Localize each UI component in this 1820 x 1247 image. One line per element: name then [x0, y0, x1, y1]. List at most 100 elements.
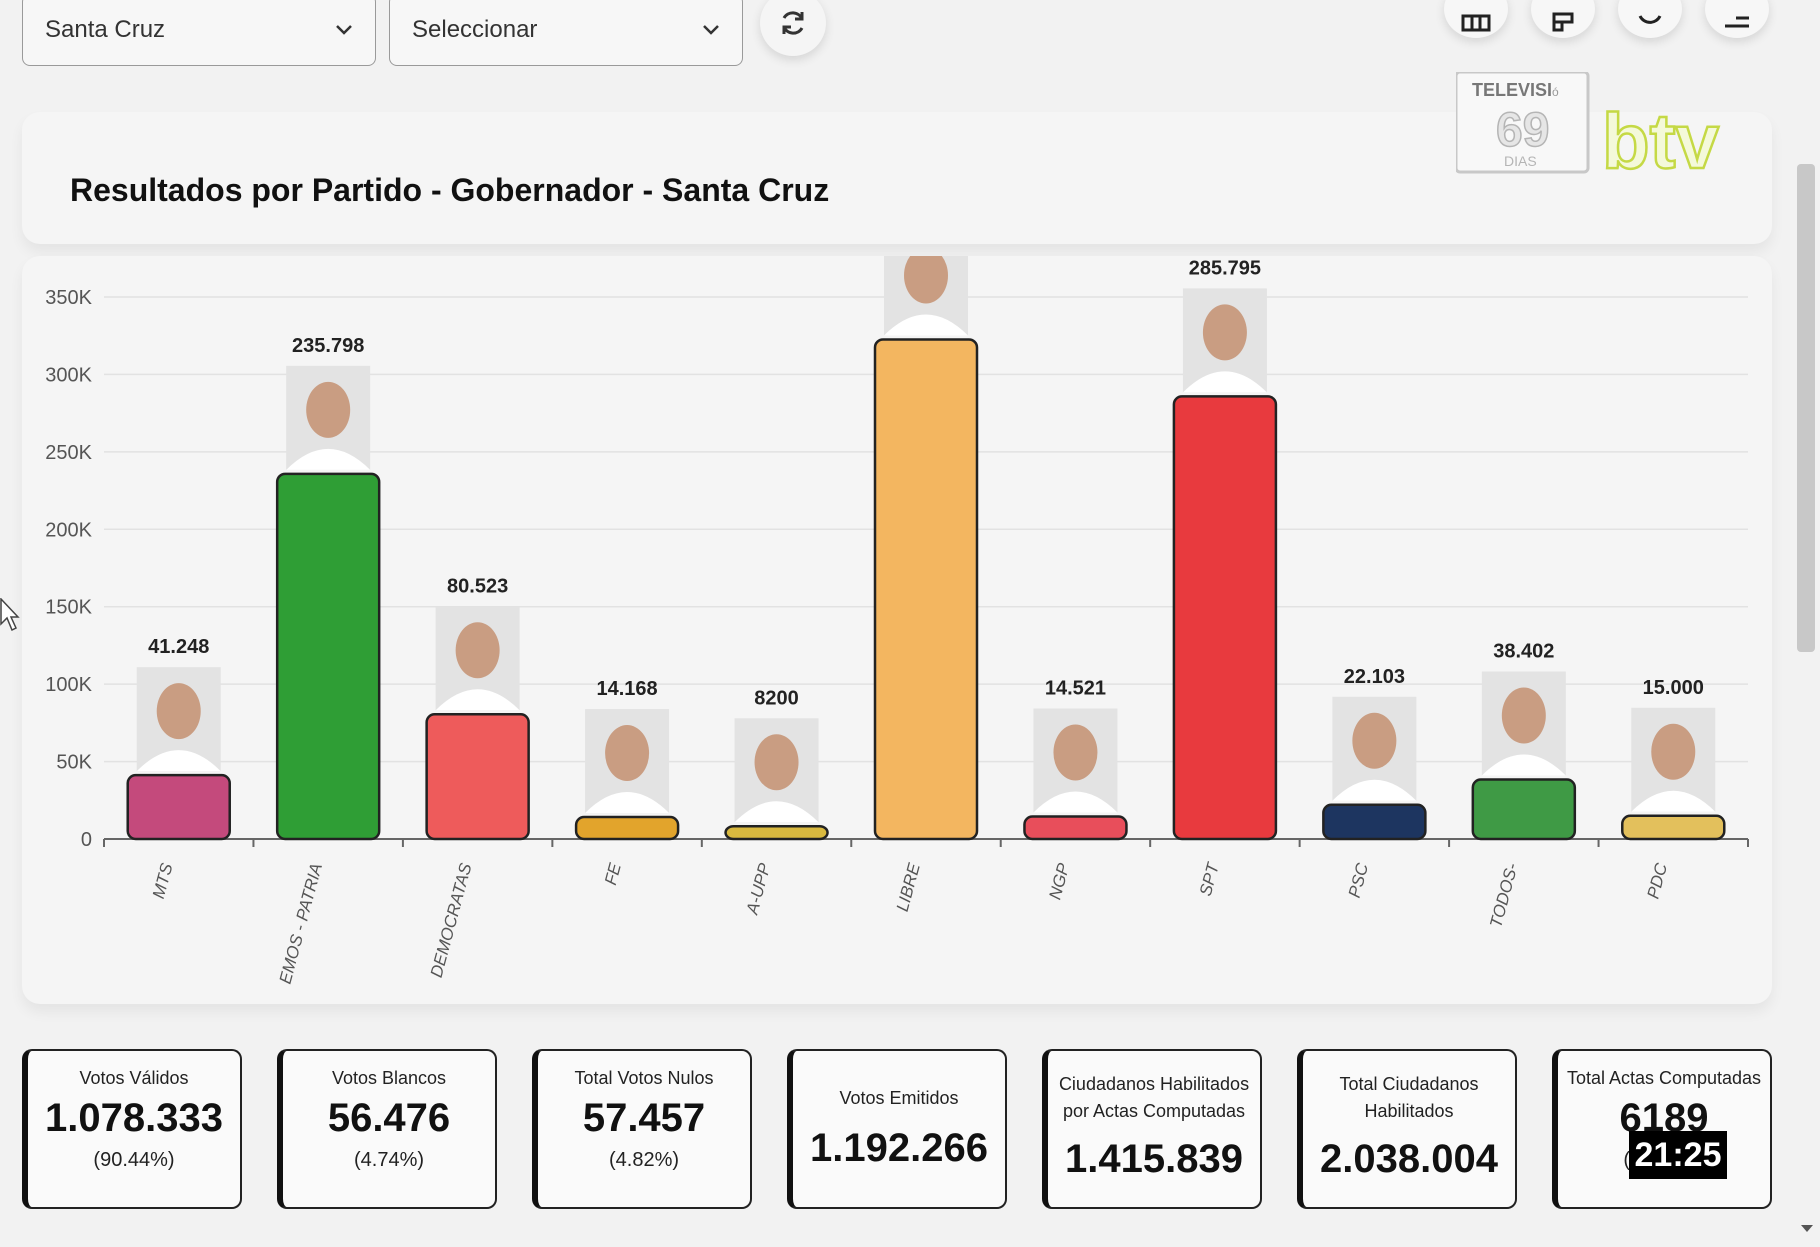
stat-label: Total Votos Nulos — [574, 1068, 714, 1088]
stat-total-habilitados: Total Ciudadanos Habilitados 2.038.004 — [1297, 1049, 1517, 1209]
menu-button[interactable] — [1705, 0, 1769, 38]
stat-label: Votos Emitidos — [839, 1088, 959, 1108]
layout-button[interactable] — [1531, 0, 1595, 38]
bar-value-label: 80.523 — [447, 575, 508, 597]
y-tick-label: 100K — [45, 674, 92, 696]
candidate-photo-face — [306, 381, 351, 438]
y-tick-label: 250K — [45, 442, 92, 464]
logo-text-televisi: TELEVISI — [1472, 80, 1552, 100]
bar-value-label: 8200 — [754, 687, 799, 709]
stat-value: 56.476 — [327, 1096, 451, 1140]
mouse-cursor-icon — [0, 598, 20, 632]
candidate-photo-body — [884, 314, 968, 336]
candidate-photo-face — [1501, 687, 1546, 744]
stat-value: 1.415.839 — [1065, 1137, 1243, 1181]
candidate-photo-face — [1352, 712, 1397, 769]
chart-card: 0 50K 100K 150K 200K 250K 300K 350K 41.248 MTS 235… — [22, 256, 1772, 1004]
x-tick-label: SPT — [1196, 860, 1223, 898]
stat-votos-validos: Votos Válidos 1.078.333 (90.44%) — [22, 1049, 242, 1209]
candidate-photo-face — [605, 725, 650, 782]
logo-text-o: ó — [1552, 85, 1559, 99]
scroll-down-icon[interactable] — [1800, 1224, 1814, 1234]
history-button[interactable] — [1618, 0, 1682, 38]
x-tick-label: DEMOCRATAS — [427, 860, 476, 979]
bar — [1471, 778, 1577, 841]
layout-icon — [1552, 12, 1574, 32]
candidate-photo-body — [1332, 779, 1417, 801]
bar — [1322, 803, 1427, 841]
candidate-photo-face — [1651, 723, 1696, 780]
candidate-photo-body — [435, 689, 520, 711]
bar-value-label: 15.000 — [1643, 677, 1704, 699]
stat-percent: (90.44%) — [93, 1149, 175, 1171]
stat-percent: (4.82%) — [608, 1149, 680, 1171]
y-tick-label: 300K — [45, 364, 92, 386]
refresh-button[interactable] — [760, 0, 826, 56]
bar — [574, 815, 680, 841]
bar-chart: 0 50K 100K 150K 200K 250K 300K 350K 41.248 MTS 235… — [45, 256, 1749, 986]
page-scrollbar[interactable] — [1797, 164, 1815, 652]
candidate-photo-body — [1631, 790, 1716, 812]
channel-logo: TELEVISI ó 69 DIAS btv — [1456, 72, 1721, 180]
chart-title: Resultados por Partido - Gobernador - Sa… — [70, 172, 830, 208]
candidate-photo-face — [904, 256, 948, 304]
minus-icon — [1725, 16, 1749, 28]
candidate-photo-body — [585, 792, 670, 814]
x-tick-label: MTS — [149, 860, 177, 900]
bar — [126, 773, 231, 841]
x-tick-label: TODOS- — [1486, 861, 1521, 930]
y-tick-label: 350K — [45, 287, 92, 309]
stat-votos-blancos: Votos Blancos 56.476 (4.74%) — [277, 1049, 497, 1209]
logo-text-btv: btv — [1602, 97, 1720, 180]
stat-label: Votos Válidos — [79, 1068, 189, 1088]
table-icon — [1461, 14, 1491, 32]
y-tick-label: 150K — [45, 597, 92, 619]
x-tick-label: EMOS - PATRIA — [276, 861, 326, 986]
chevron-down-icon — [336, 25, 352, 35]
stat-habilitados-actas: Ciudadanos Habilitados por Actas Computa… — [1042, 1049, 1262, 1209]
bar-value-label: 285.795 — [1189, 257, 1261, 279]
candidate-photo-face — [455, 622, 500, 679]
broadcast-clock: 21:25 — [1629, 1131, 1727, 1179]
bar-value-label: 41.248 — [148, 636, 209, 658]
x-tick-label: NGP — [1045, 860, 1073, 901]
candidate-photo-body — [1182, 371, 1267, 393]
stat-actas-computadas: Total Actas Computadas 6189 (85.00%) — [1552, 1049, 1772, 1209]
bar-value-label: 38.402 — [1493, 641, 1554, 663]
stat-value: 2.038.004 — [1320, 1137, 1498, 1181]
candidate-photo-face — [1202, 304, 1247, 361]
y-tick-label: 0 — [81, 829, 92, 851]
stat-value: 1.078.333 — [45, 1096, 223, 1140]
stat-label: Total Ciudadanos Habilitados — [1339, 1074, 1479, 1121]
bar — [873, 338, 979, 841]
y-tick-label: 200K — [45, 519, 92, 541]
candidate-photo-body — [1481, 754, 1566, 776]
x-tick-label: PSC — [1345, 860, 1373, 899]
bar — [1621, 814, 1726, 841]
stat-value: 1.192.266 — [810, 1126, 988, 1170]
bar-value-label: 22.103 — [1344, 666, 1405, 688]
candidate-photo-body — [734, 801, 819, 823]
table-view-button[interactable] — [1444, 0, 1508, 38]
candidate-photo-body — [286, 448, 371, 470]
x-tick-label: A-UPP — [742, 860, 774, 917]
bar — [724, 825, 829, 841]
bar-value-label: 14.168 — [597, 678, 658, 700]
logo-text-dias: DIAS — [1504, 153, 1537, 169]
candidate-photo-face — [1053, 724, 1098, 781]
stat-label: Ciudadanos Habilitados por Actas Computa… — [1058, 1074, 1250, 1121]
second-select[interactable]: Seleccionar — [389, 0, 743, 66]
second-select-value: Seleccionar — [412, 16, 538, 43]
stat-votos-emitidos: Votos Emitidos 1.192.266 — [787, 1049, 1007, 1209]
bar-value-label: 235.798 — [292, 335, 364, 357]
candidate-photo-body — [1033, 791, 1118, 813]
bar — [1172, 395, 1278, 841]
department-select[interactable]: Santa Cruz — [22, 0, 376, 66]
stat-percent: (4.74%) — [353, 1149, 425, 1171]
stat-votos-nulos: Total Votos Nulos 57.457 (4.82%) — [532, 1049, 752, 1209]
y-tick-label: 50K — [56, 752, 92, 774]
bar — [275, 472, 381, 841]
bar-value-label: 14.521 — [1045, 678, 1106, 700]
logo-text-69: 69 — [1496, 104, 1549, 157]
bar — [425, 713, 530, 841]
